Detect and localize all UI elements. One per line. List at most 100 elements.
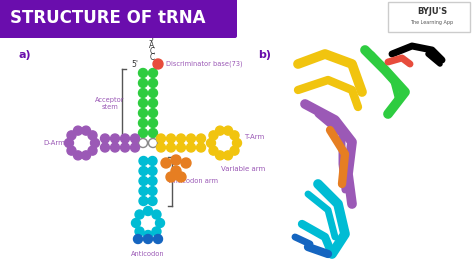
Circle shape — [148, 78, 157, 88]
Circle shape — [207, 139, 216, 147]
Text: a): a) — [18, 50, 31, 60]
Circle shape — [148, 139, 157, 147]
Text: Variable arm: Variable arm — [221, 166, 265, 172]
Circle shape — [181, 158, 191, 168]
Circle shape — [148, 186, 157, 196]
Circle shape — [171, 155, 181, 165]
Circle shape — [186, 134, 195, 143]
Circle shape — [120, 143, 129, 152]
Text: STRUCTURE OF tRNA: STRUCTURE OF tRNA — [10, 9, 206, 27]
Circle shape — [138, 98, 147, 107]
Bar — [388, 2, 470, 32]
Circle shape — [144, 231, 153, 240]
Circle shape — [197, 143, 206, 152]
Circle shape — [148, 167, 157, 176]
FancyBboxPatch shape — [0, 0, 237, 38]
Text: BYJU'S: BYJU'S — [417, 6, 447, 16]
Circle shape — [139, 197, 148, 205]
Circle shape — [82, 151, 91, 160]
Circle shape — [138, 109, 147, 118]
Circle shape — [209, 146, 218, 155]
Circle shape — [166, 134, 175, 143]
Circle shape — [148, 156, 157, 166]
Text: C: C — [149, 53, 155, 61]
Circle shape — [230, 146, 239, 155]
Text: 5': 5' — [131, 60, 138, 68]
Circle shape — [152, 210, 161, 219]
Circle shape — [100, 143, 109, 152]
Circle shape — [224, 151, 233, 160]
Circle shape — [139, 186, 148, 196]
Circle shape — [148, 98, 157, 107]
Circle shape — [156, 143, 165, 152]
Circle shape — [73, 126, 82, 135]
Circle shape — [148, 197, 157, 205]
Text: The Learning App: The Learning App — [410, 19, 454, 25]
Circle shape — [138, 128, 147, 138]
Text: Acceptor
stem: Acceptor stem — [95, 97, 125, 110]
Text: 3': 3' — [148, 33, 155, 42]
Text: Anticodon arm: Anticodon arm — [170, 178, 219, 184]
Circle shape — [148, 89, 157, 97]
Circle shape — [148, 68, 157, 77]
Circle shape — [134, 234, 143, 243]
Circle shape — [166, 143, 175, 152]
Circle shape — [138, 89, 147, 97]
Circle shape — [197, 134, 206, 143]
Circle shape — [135, 227, 144, 236]
Circle shape — [176, 134, 185, 143]
Circle shape — [209, 131, 218, 140]
Circle shape — [155, 219, 164, 227]
Circle shape — [176, 143, 185, 152]
Circle shape — [139, 156, 148, 166]
Circle shape — [154, 234, 163, 243]
Circle shape — [110, 134, 119, 143]
Circle shape — [186, 143, 195, 152]
Circle shape — [156, 134, 165, 143]
Circle shape — [135, 210, 144, 219]
Circle shape — [144, 206, 153, 215]
Circle shape — [91, 139, 100, 147]
Circle shape — [148, 119, 157, 127]
Circle shape — [161, 158, 171, 168]
Circle shape — [216, 151, 225, 160]
Text: Discriminator base(73): Discriminator base(73) — [166, 61, 242, 67]
Circle shape — [138, 78, 147, 88]
Circle shape — [64, 139, 73, 147]
Circle shape — [139, 167, 148, 176]
Circle shape — [73, 151, 82, 160]
Circle shape — [67, 146, 76, 155]
Circle shape — [130, 134, 139, 143]
Text: b): b) — [258, 50, 271, 60]
Circle shape — [144, 234, 153, 243]
Circle shape — [148, 176, 157, 185]
Circle shape — [224, 126, 233, 135]
Circle shape — [110, 143, 119, 152]
Circle shape — [88, 146, 97, 155]
Circle shape — [166, 172, 176, 182]
Circle shape — [138, 119, 147, 127]
Text: Anticodon: Anticodon — [131, 251, 165, 257]
Circle shape — [120, 134, 129, 143]
Circle shape — [216, 126, 225, 135]
Circle shape — [88, 131, 97, 140]
Circle shape — [152, 227, 161, 236]
Circle shape — [138, 139, 147, 147]
Circle shape — [230, 131, 239, 140]
Circle shape — [148, 128, 157, 138]
Text: T-Arm: T-Arm — [244, 134, 264, 140]
Circle shape — [176, 172, 186, 182]
Text: D-Arm: D-Arm — [43, 140, 65, 146]
Circle shape — [233, 139, 241, 147]
Circle shape — [171, 166, 181, 176]
Circle shape — [131, 219, 140, 227]
Text: C: C — [149, 47, 155, 55]
Circle shape — [148, 109, 157, 118]
Circle shape — [139, 176, 148, 185]
Circle shape — [67, 131, 76, 140]
Circle shape — [100, 134, 109, 143]
Circle shape — [138, 68, 147, 77]
Circle shape — [153, 59, 163, 69]
Text: A: A — [149, 40, 155, 49]
Circle shape — [130, 143, 139, 152]
